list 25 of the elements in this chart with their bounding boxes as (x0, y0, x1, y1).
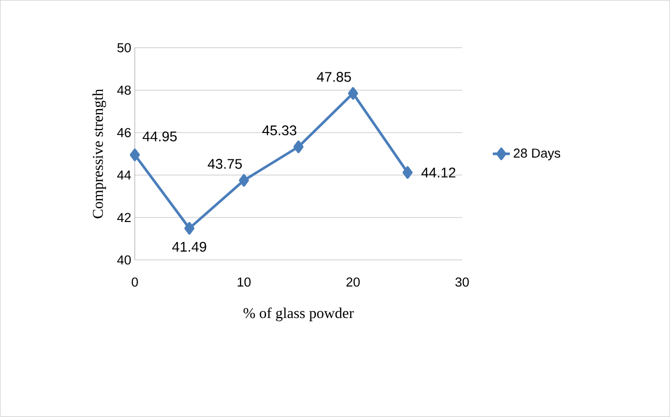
data-label: 44.12 (421, 168, 456, 178)
y-tick-label: 42 (117, 213, 131, 222)
x-tick-label: 0 (132, 278, 138, 287)
data-label: 44.95 (142, 132, 177, 142)
point (293, 140, 304, 154)
y-tick-label: 50 (117, 43, 131, 52)
x-tick-label: 30 (455, 278, 469, 287)
data-label: 43.75 (208, 159, 242, 169)
data-label: 47.85 (316, 72, 351, 82)
point (402, 166, 413, 179)
x-tick-label: 10 (238, 278, 251, 287)
data-label: 41.49 (172, 242, 206, 252)
x-axis-title: % of glass powder (244, 308, 354, 322)
y-tick-label: 40 (117, 255, 131, 265)
x-tick-label: 20 (346, 278, 360, 287)
point (130, 148, 140, 162)
point (184, 222, 194, 235)
y-tick-label: 46 (117, 128, 131, 138)
legend-label: 28 Days (514, 148, 560, 160)
data-label: 45.33 (262, 126, 296, 136)
point (348, 87, 358, 100)
y-axis-title: Compressive strength (92, 89, 106, 218)
point (238, 174, 249, 187)
y-tick-label: 44 (117, 170, 131, 180)
y-tick-label: 48 (117, 86, 131, 95)
